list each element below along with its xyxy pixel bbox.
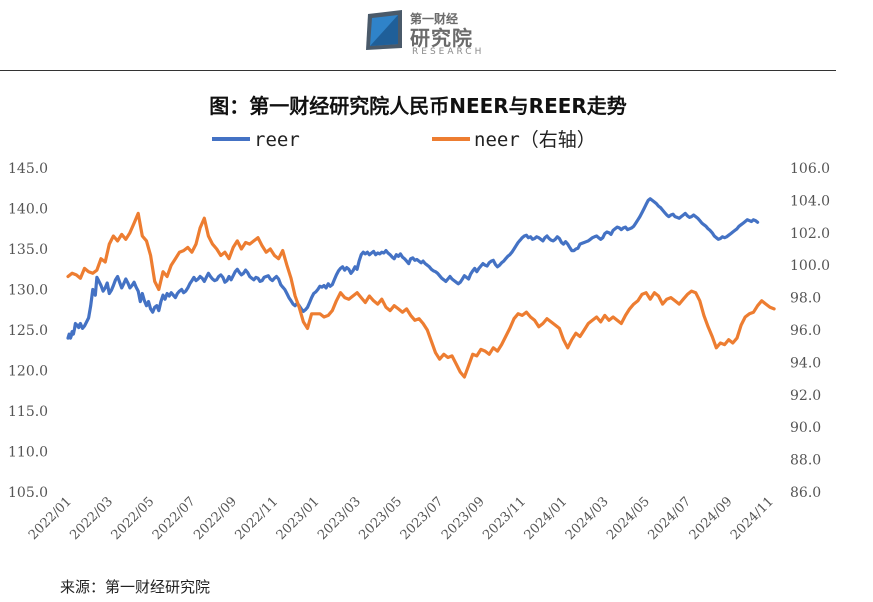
y-right-tick-label: 94.0 (790, 355, 821, 371)
logo-text-top: 第一财经 (410, 12, 459, 26)
x-tick-label: 2022/03 (67, 494, 116, 543)
y-right-tick-label: 96.0 (790, 323, 821, 339)
x-axis: 2022/012022/032022/052022/072022/092022/… (26, 494, 777, 543)
logo (362, 6, 492, 58)
neer-series-line (66, 211, 776, 379)
source-note: 来源：第一财经研究院 (60, 578, 211, 596)
legend: reer neer（右轴） (212, 129, 596, 151)
y-left-tick-label: 140.0 (8, 202, 48, 218)
x-tick-label: 2022/09 (191, 494, 240, 543)
y-axis-left: 105.0 110.0 115.0 120.0 125.0 130.0 135.0 140.0… (8, 161, 48, 501)
y-right-tick-label: 106.0 (790, 161, 830, 177)
logo-text-main: 研究院 (410, 26, 473, 50)
y-left-tick-label: 135.0 (8, 242, 48, 258)
x-tick-label: 2024/09 (687, 494, 736, 543)
legend-label-reer: reer (254, 129, 300, 151)
y-left-tick-label: 120.0 (8, 364, 48, 380)
slanted-square-logo-icon (366, 10, 402, 50)
reer-series-line (66, 197, 760, 340)
x-tick-label: 2023/09 (439, 494, 488, 543)
y-right-tick-label: 92.0 (790, 388, 821, 404)
x-tick-label: 2023/01 (274, 494, 323, 543)
y-right-tick-label: 102.0 (790, 226, 830, 242)
y-axis-right: 86.0 88.0 90.0 92.0 94.0 96.0 98.0 100.0 102.0 10… (790, 161, 830, 501)
x-tick-label: 2022/07 (150, 494, 199, 543)
y-right-tick-label: 100.0 (790, 258, 830, 274)
x-tick-label: 2024/05 (604, 494, 653, 543)
y-left-tick-label: 145.0 (8, 161, 48, 177)
legend-label-neer: neer（右轴） (474, 129, 596, 151)
chart-title: 图：第一财经研究院人民币NEER与REER走势 (209, 94, 627, 118)
x-tick-label: 2022/11 (232, 494, 281, 543)
y-right-tick-label: 88.0 (790, 453, 821, 469)
header-divider (0, 70, 836, 71)
series-group (66, 197, 776, 379)
y-left-tick-label: 110.0 (8, 445, 48, 461)
x-tick-label: 2023/07 (398, 494, 447, 543)
x-tick-label: 2024/01 (522, 494, 571, 543)
y-left-tick-label: 130.0 (8, 283, 48, 299)
y-left-tick-label: 125.0 (8, 323, 48, 339)
y-right-tick-label: 90.0 (790, 420, 821, 436)
x-tick-label: 2024/11 (728, 494, 777, 543)
y-left-tick-label: 105.0 (8, 485, 48, 501)
y-right-tick-label: 104.0 (790, 193, 830, 209)
x-tick-label: 2022/01 (26, 494, 75, 543)
y-left-tick-label: 115.0 (8, 404, 48, 420)
x-tick-label: 2022/05 (109, 494, 158, 543)
y-right-tick-label: 86.0 (790, 485, 821, 501)
x-tick-label: 2023/11 (480, 494, 529, 543)
x-tick-label: 2023/05 (356, 494, 405, 543)
logo-text-sub: RESEARCH (412, 47, 485, 57)
x-tick-label: 2023/03 (315, 494, 364, 543)
x-tick-label: 2024/07 (645, 494, 694, 543)
x-tick-label: 2024/03 (563, 494, 612, 543)
y-right-tick-label: 98.0 (790, 291, 821, 307)
